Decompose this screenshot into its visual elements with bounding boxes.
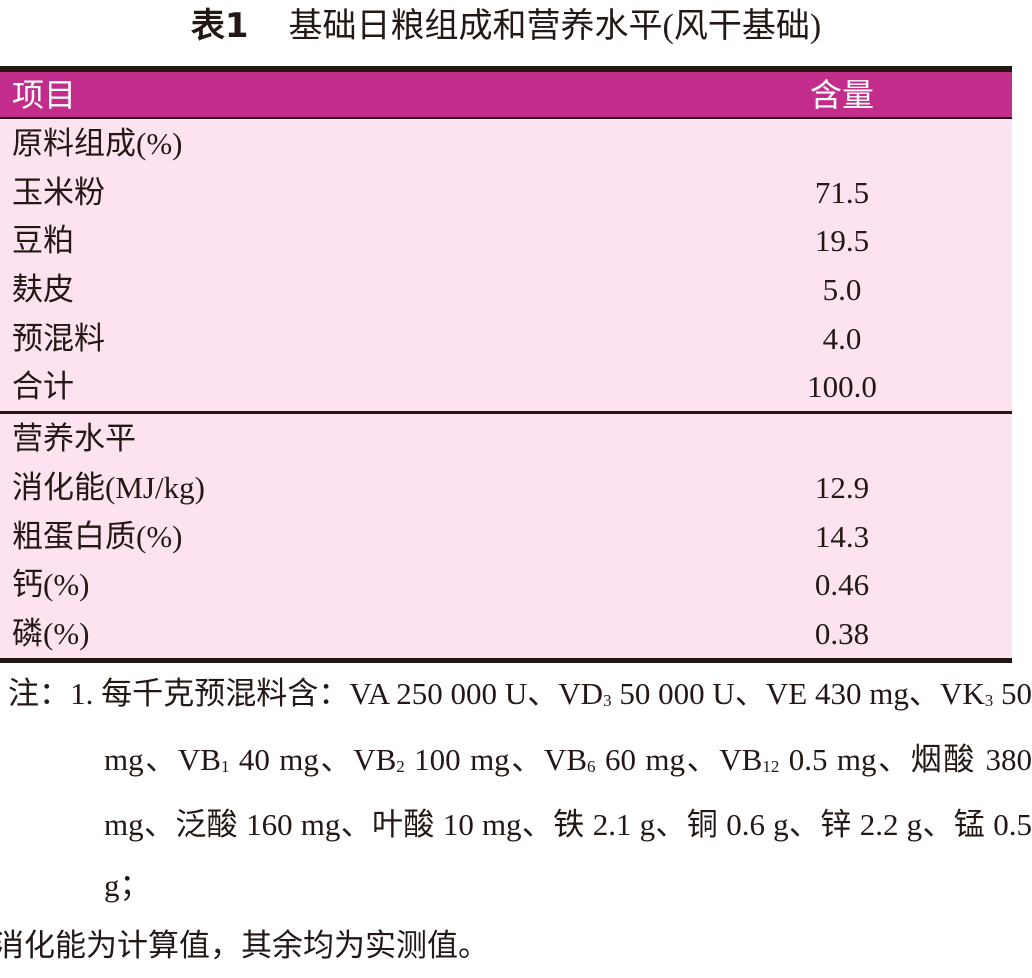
note-number: 1.: [70, 676, 94, 711]
cell: 12.9: [814, 469, 870, 505]
header-cell: 项目: [12, 77, 77, 113]
note-text: 0.5 mg、烟酸 380 mg、泛酸 160 mg、叶酸 10 mg、铁 2.…: [104, 741, 1032, 903]
cell: 19.5: [814, 223, 870, 259]
subscript: 2: [396, 756, 405, 776]
table-row: 玉米粉 71.5: [0, 168, 1012, 217]
header-row: 项目 含量: [0, 72, 1012, 119]
table-row: 豆粕 19.5: [0, 216, 1012, 265]
section-heading: 营养水平: [12, 421, 136, 457]
section-row: 原料组成(%): [0, 119, 1012, 168]
subscript: 3: [984, 691, 994, 710]
title-text: 基础日粮组成和营养水平(风干基础): [288, 8, 822, 45]
note-text: 60 mg、VB: [595, 741, 763, 777]
note-text: 每千克预混料含：VA 250 000 U、VD: [101, 676, 604, 711]
cell: 0.38: [814, 615, 870, 651]
note: 2. 消化能为计算值，其余均为实测值。: [0, 916, 1032, 977]
table-label: 表1: [190, 6, 249, 46]
cell: 14.3: [814, 518, 870, 554]
table-row: 钙(%) 0.46: [0, 560, 1012, 609]
cell: 合计: [12, 369, 74, 405]
notes: 注：1. 每千克预混料含：VA 250 000 U、VD3 50 000 U、V…: [0, 664, 1032, 977]
cell: 麸皮: [12, 272, 74, 308]
cell: 消化能(MJ/kg): [12, 469, 205, 505]
section-heading: 原料组成(%): [12, 126, 183, 161]
table-row: 消化能(MJ/kg) 12.9: [0, 463, 1012, 512]
cell: 钙(%): [12, 567, 90, 603]
cell: 磷(%): [12, 615, 90, 651]
table-title: 表1 基础日粮组成和营养水平(风干基础): [0, 4, 1012, 49]
table-row: 粗蛋白质(%) 14.3: [0, 512, 1012, 561]
section-row: 营养水平: [0, 411, 1012, 463]
subscript: 3: [603, 691, 612, 710]
cell: 4.0: [822, 320, 862, 356]
cell: 豆粕: [12, 223, 74, 259]
subscript: 6: [587, 756, 596, 776]
note-text: 50 000 U、VE 430 mg、VK: [611, 676, 985, 711]
cell: 预混料: [12, 320, 105, 356]
cell: 71.5: [814, 174, 870, 210]
subscript: 12: [762, 756, 780, 776]
cell: 粗蛋白质(%): [12, 518, 183, 554]
table-row: 磷(%) 0.38: [0, 609, 1012, 658]
cell: 5.0: [822, 272, 862, 308]
table: 项目 含量原料组成(%) 玉米粉 71.5 豆粕 19.5 麸皮 5.0 预混料 4.0 合计 100…: [0, 66, 1012, 663]
cell: 0.46: [814, 567, 870, 603]
table-row: 预混料 4.0: [0, 314, 1012, 363]
cell: 100.0: [807, 369, 877, 405]
subscript: 1: [220, 756, 230, 776]
table-row: 合计 100.0: [0, 362, 1012, 411]
table-row: 麸皮 5.0: [0, 265, 1012, 314]
note-text: 100 mg、VB: [404, 741, 588, 777]
cell: 玉米粉: [12, 174, 105, 210]
note-text: 40 mg、VB: [229, 741, 397, 777]
note: 注：1. 每千克预混料含：VA 250 000 U、VD3 50 000 U、V…: [8, 664, 1032, 916]
note-label: 注：: [8, 676, 71, 711]
note-text: 50 mg、VB: [104, 676, 1032, 777]
note-text: 消化能为计算值，其余均为实测值。: [0, 928, 489, 963]
header-cell: 含量: [809, 77, 874, 113]
